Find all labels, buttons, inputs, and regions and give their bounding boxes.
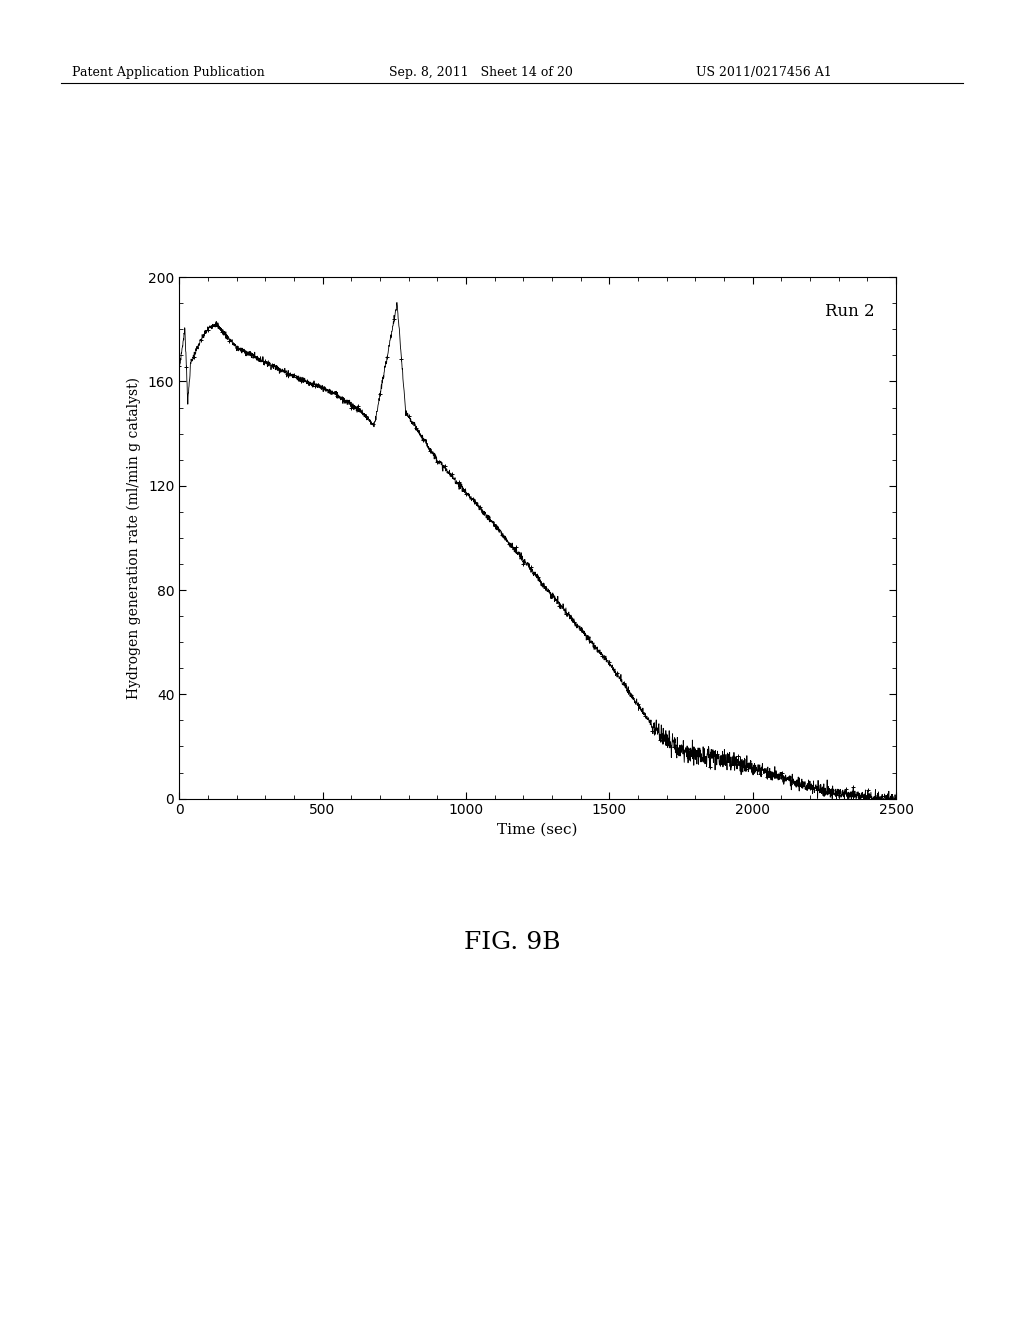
Text: Patent Application Publication: Patent Application Publication bbox=[72, 66, 264, 79]
X-axis label: Time (sec): Time (sec) bbox=[498, 822, 578, 837]
Text: Run 2: Run 2 bbox=[825, 304, 874, 321]
Text: US 2011/0217456 A1: US 2011/0217456 A1 bbox=[696, 66, 833, 79]
Text: FIG. 9B: FIG. 9B bbox=[464, 931, 560, 953]
Text: Sep. 8, 2011   Sheet 14 of 20: Sep. 8, 2011 Sheet 14 of 20 bbox=[389, 66, 573, 79]
Y-axis label: Hydrogen generation rate (ml/min g catalyst): Hydrogen generation rate (ml/min g catal… bbox=[127, 378, 141, 698]
